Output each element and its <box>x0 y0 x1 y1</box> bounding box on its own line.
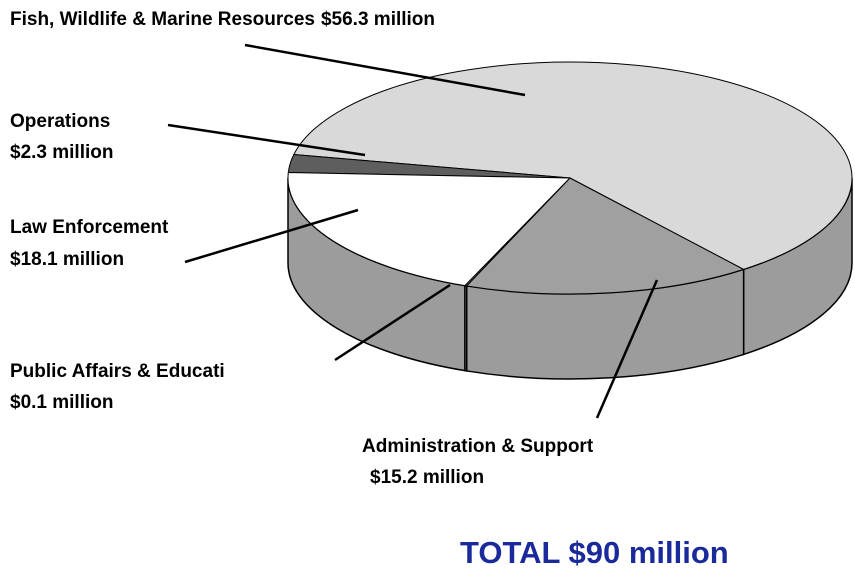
value-label: $15.2 million <box>370 467 484 488</box>
leader-line <box>334 283 451 362</box>
total-annotation: TOTAL $90 million <box>460 535 729 570</box>
value-label: $18.1 million <box>10 249 124 270</box>
value-label: $2.3 million <box>10 142 113 163</box>
leader-line <box>244 43 526 97</box>
pie-slice <box>293 61 853 270</box>
leader-line <box>184 208 359 264</box>
value-label: $56.3 million <box>321 9 435 30</box>
slice-label: Fish, Wildlife & Marine Resources $56.3 m… <box>10 9 435 30</box>
pie-slice <box>287 172 572 287</box>
category-label: Fish, Wildlife & Marine Resources <box>10 9 315 30</box>
pie <box>287 61 853 380</box>
label-backdrop <box>0 355 285 390</box>
category-label: Administration & Support <box>362 436 594 457</box>
category-label: Public Affairs & Educati <box>10 361 225 382</box>
leader-line <box>167 123 366 157</box>
category-label: Operations <box>10 111 110 132</box>
category-label: Law Enforcement <box>10 217 169 238</box>
leader-line <box>595 279 659 419</box>
pie-slice <box>465 177 745 295</box>
value-label: $0.1 million <box>10 392 113 413</box>
